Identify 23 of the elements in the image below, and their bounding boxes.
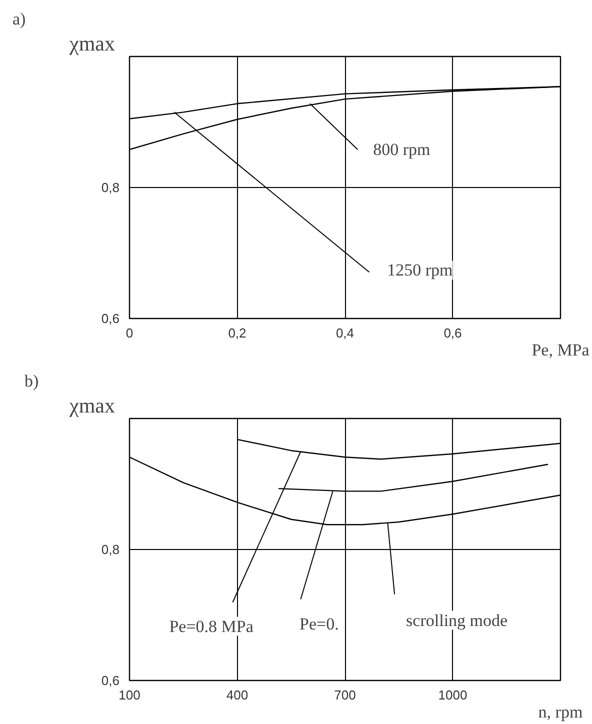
x-tick-label: 700	[334, 688, 356, 702]
x-tick-label: 0,6	[444, 326, 462, 340]
x-tick-label: 400	[226, 688, 248, 702]
annotation: scrolling mode	[406, 610, 508, 630]
annotation: 1250 rpm	[387, 260, 453, 280]
x-tick-label: 0,4	[336, 326, 354, 340]
chart-title: a)	[12, 10, 26, 28]
y-axis-title: χmax	[68, 394, 116, 418]
y-tick-label: 0,8	[101, 542, 120, 557]
x-tick-label: 0	[126, 326, 134, 340]
annotation: Pe=0.	[300, 614, 339, 634]
x-tick-label: 100	[118, 688, 140, 702]
y-tick-label: 0,8	[101, 180, 120, 195]
y-tick-label: 0,6	[101, 311, 120, 326]
x-tick-label: 0,2	[228, 326, 246, 340]
x-axis-title: n, rpm	[538, 702, 583, 722]
x-axis-title: Pe, MPa	[532, 340, 590, 360]
annotation: 800 rpm	[373, 140, 430, 160]
annotation: Pe=0.8 MPa	[169, 616, 254, 636]
y-axis-title: χmax	[68, 32, 116, 56]
x-tick-label: 1000	[438, 688, 468, 702]
chart-title: b)	[24, 372, 39, 390]
y-tick-label: 0,6	[101, 673, 120, 688]
